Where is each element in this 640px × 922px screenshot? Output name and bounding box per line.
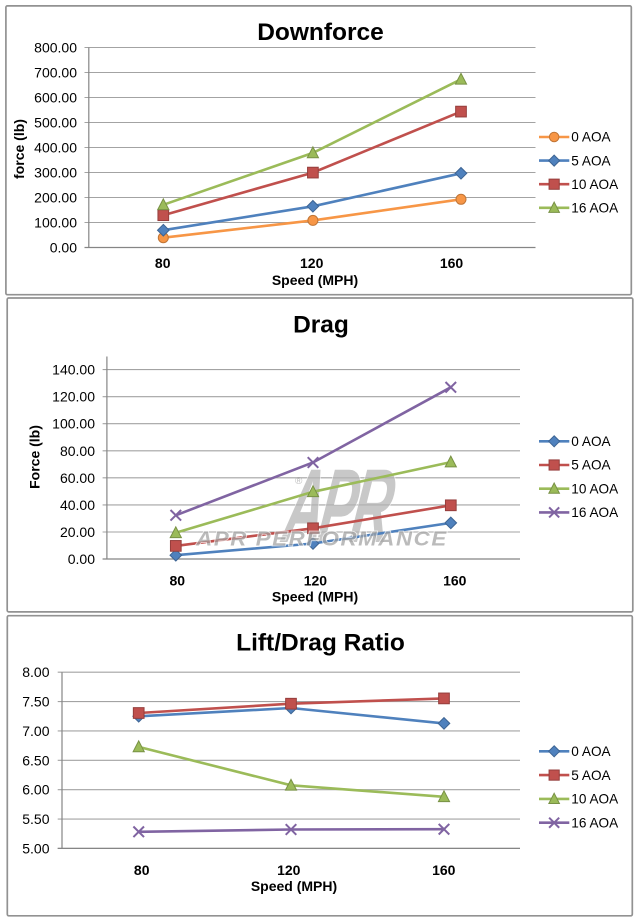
svg-text:80: 80 <box>134 862 150 878</box>
svg-text:Speed (MPH): Speed (MPH) <box>272 272 358 288</box>
svg-text:Speed (MPH): Speed (MPH) <box>251 878 337 894</box>
svg-text:Force (lb): Force (lb) <box>27 425 43 489</box>
svg-text:500.00: 500.00 <box>34 115 77 131</box>
svg-text:10 AOA: 10 AOA <box>571 481 619 496</box>
svg-text:5.00: 5.00 <box>22 840 49 856</box>
svg-text:140.00: 140.00 <box>52 362 95 378</box>
svg-text:160: 160 <box>432 862 456 878</box>
svg-text:10 AOA: 10 AOA <box>571 792 619 807</box>
svg-text:800.00: 800.00 <box>34 40 77 56</box>
svg-text:8.00: 8.00 <box>22 664 49 680</box>
svg-text:120: 120 <box>277 862 301 878</box>
svg-text:80: 80 <box>155 255 171 271</box>
svg-text:16 AOA: 16 AOA <box>571 505 619 520</box>
svg-text:120.00: 120.00 <box>52 389 95 405</box>
svg-text:APR PERFORMANCE: APR PERFORMANCE <box>195 527 448 550</box>
svg-text:7.00: 7.00 <box>22 723 49 739</box>
svg-text:200.00: 200.00 <box>34 190 77 206</box>
svg-text:160: 160 <box>440 255 464 271</box>
svg-text:5 AOA: 5 AOA <box>571 458 611 473</box>
svg-text:80: 80 <box>170 573 186 589</box>
svg-text:20.00: 20.00 <box>60 524 95 540</box>
svg-text:7.50: 7.50 <box>22 694 49 710</box>
svg-text:80.00: 80.00 <box>60 443 95 459</box>
svg-text:Downforce: Downforce <box>257 19 384 46</box>
svg-text:40.00: 40.00 <box>60 497 95 513</box>
svg-text:0.00: 0.00 <box>50 240 77 256</box>
svg-text:600.00: 600.00 <box>34 90 77 106</box>
svg-text:16 AOA: 16 AOA <box>571 201 619 216</box>
svg-text:0 AOA: 0 AOA <box>571 744 611 759</box>
svg-text:Lift/Drag Ratio: Lift/Drag Ratio <box>236 630 405 657</box>
svg-text:5.50: 5.50 <box>22 811 49 827</box>
svg-text:0.00: 0.00 <box>68 551 95 567</box>
svg-text:120: 120 <box>304 573 328 589</box>
svg-text:force (lb): force (lb) <box>11 119 27 179</box>
svg-text:160: 160 <box>443 573 467 589</box>
svg-text:0 AOA: 0 AOA <box>571 130 611 145</box>
svg-text:100.00: 100.00 <box>52 416 95 432</box>
svg-text:120: 120 <box>300 255 324 271</box>
svg-text:6.50: 6.50 <box>22 752 49 768</box>
svg-text:0 AOA: 0 AOA <box>571 434 611 449</box>
svg-text:16 AOA: 16 AOA <box>571 815 619 830</box>
svg-text:400.00: 400.00 <box>34 140 77 156</box>
svg-text:6.00: 6.00 <box>22 782 49 798</box>
svg-text:10 AOA: 10 AOA <box>571 177 619 192</box>
svg-text:Drag: Drag <box>293 312 349 339</box>
svg-text:300.00: 300.00 <box>34 165 77 181</box>
svg-text:5 AOA: 5 AOA <box>571 153 611 168</box>
svg-text:100.00: 100.00 <box>34 215 77 231</box>
svg-text:®: ® <box>295 476 303 487</box>
svg-text:Speed (MPH): Speed (MPH) <box>272 589 358 605</box>
svg-text:60.00: 60.00 <box>60 470 95 486</box>
svg-text:700.00: 700.00 <box>34 65 77 81</box>
svg-text:5 AOA: 5 AOA <box>571 768 611 783</box>
